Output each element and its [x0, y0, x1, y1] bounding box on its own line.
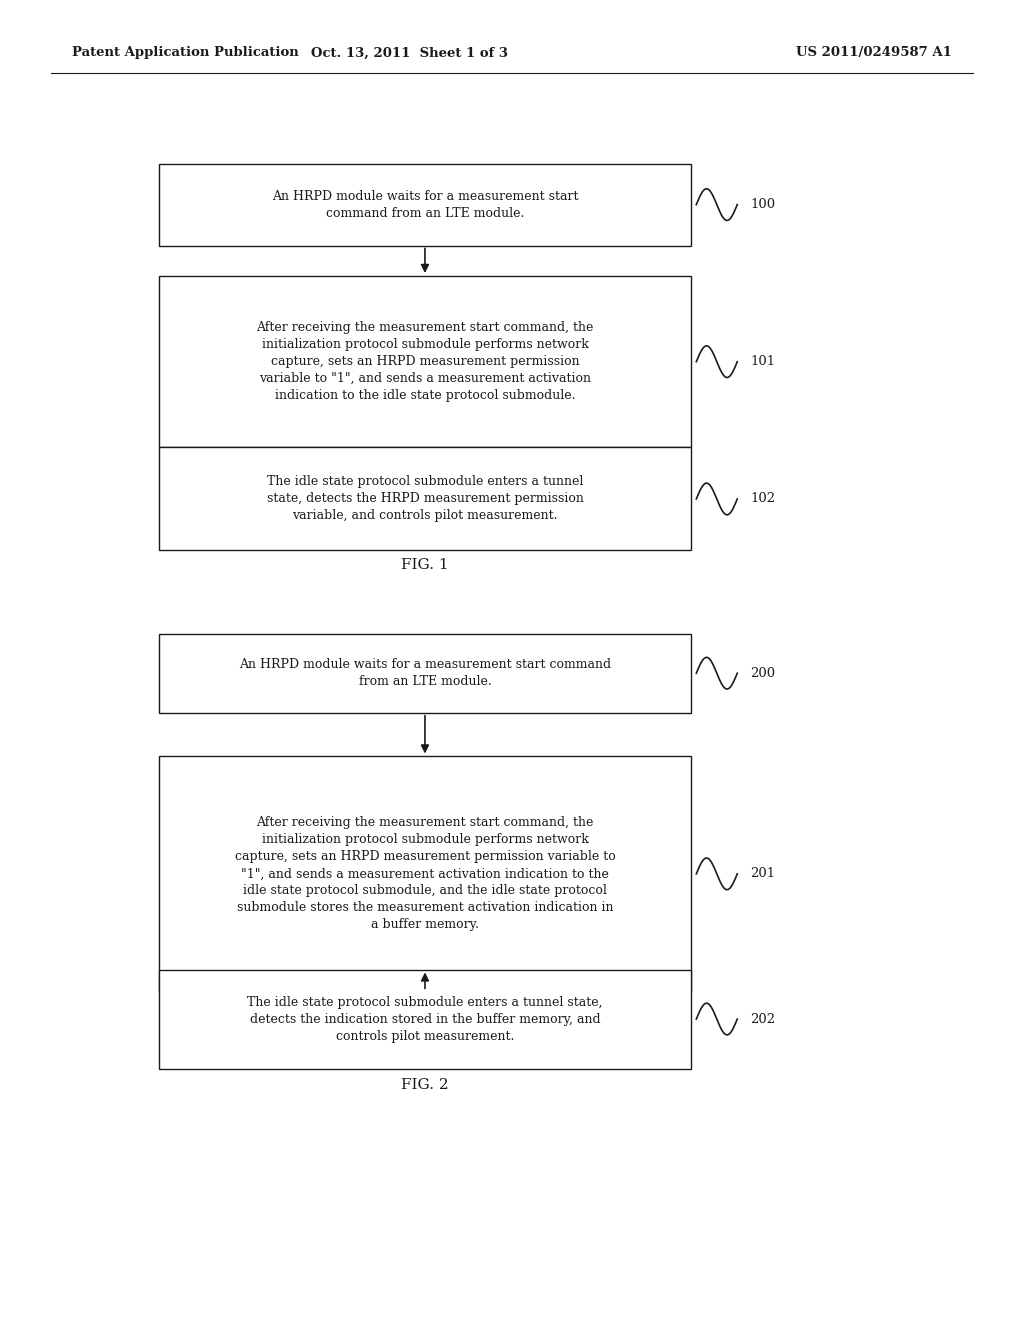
- FancyBboxPatch shape: [159, 276, 691, 447]
- Text: 102: 102: [751, 492, 776, 506]
- Text: 201: 201: [751, 867, 776, 880]
- Text: The idle state protocol submodule enters a tunnel state,
detects the indication : The idle state protocol submodule enters…: [247, 995, 603, 1043]
- Text: An HRPD module waits for a measurement start command
from an LTE module.: An HRPD module waits for a measurement s…: [239, 659, 611, 688]
- Text: Oct. 13, 2011  Sheet 1 of 3: Oct. 13, 2011 Sheet 1 of 3: [311, 46, 508, 59]
- Text: The idle state protocol submodule enters a tunnel
state, detects the HRPD measur: The idle state protocol submodule enters…: [266, 475, 584, 523]
- Text: US 2011/0249587 A1: US 2011/0249587 A1: [797, 46, 952, 59]
- Text: FIG. 2: FIG. 2: [401, 1078, 449, 1092]
- Text: Patent Application Publication: Patent Application Publication: [72, 46, 298, 59]
- Text: An HRPD module waits for a measurement start
command from an LTE module.: An HRPD module waits for a measurement s…: [271, 190, 579, 219]
- Text: After receiving the measurement start command, the
initialization protocol submo: After receiving the measurement start co…: [234, 816, 615, 932]
- Text: FIG. 1: FIG. 1: [401, 558, 449, 572]
- Text: 100: 100: [751, 198, 776, 211]
- Text: After receiving the measurement start command, the
initialization protocol submo: After receiving the measurement start co…: [256, 321, 594, 403]
- Text: 200: 200: [751, 667, 776, 680]
- Text: 101: 101: [751, 355, 776, 368]
- Text: 202: 202: [751, 1012, 776, 1026]
- FancyBboxPatch shape: [159, 756, 691, 991]
- FancyBboxPatch shape: [159, 164, 691, 246]
- FancyBboxPatch shape: [159, 634, 691, 713]
- FancyBboxPatch shape: [159, 447, 691, 550]
- FancyBboxPatch shape: [159, 969, 691, 1069]
